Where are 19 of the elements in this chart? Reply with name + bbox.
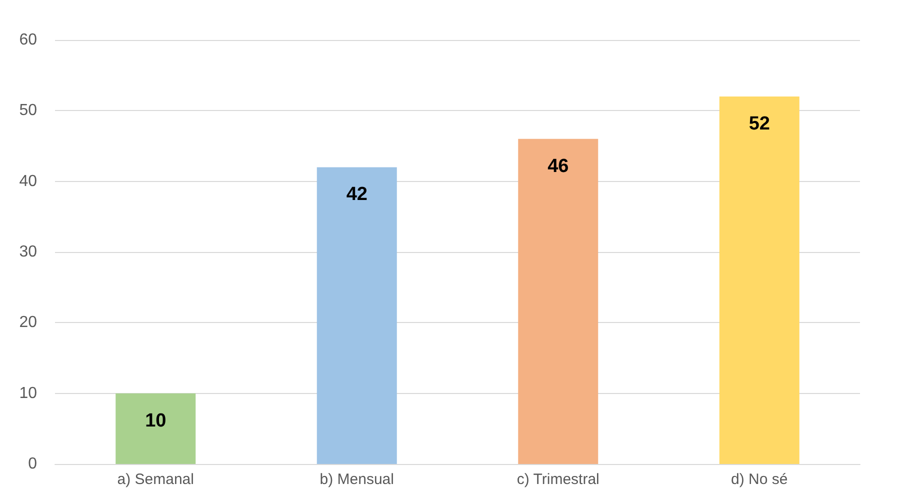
data-label: 42	[346, 184, 368, 206]
data-label: 52	[748, 114, 770, 135]
y-tick-label: 10	[19, 384, 38, 402]
bar	[316, 167, 397, 464]
bar	[719, 96, 800, 464]
data-label: 46	[548, 156, 569, 177]
x-tick-label: a) Semanal	[117, 471, 194, 488]
x-tick-label: b) Mensual	[320, 471, 394, 488]
data-label: 10	[145, 410, 166, 432]
x-tick-label: c) Trimestral	[516, 471, 600, 488]
bar	[116, 393, 196, 464]
y-tick-label: 0	[28, 456, 38, 472]
y-tick-label: 50	[19, 102, 38, 120]
x-tick-label: d) No sé	[731, 471, 788, 488]
y-tick-label: 40	[19, 172, 38, 190]
y-tick-label: 20	[19, 314, 38, 332]
y-tick-label: 30	[19, 244, 38, 260]
y-tick-label: 60	[19, 32, 38, 48]
bar	[518, 138, 598, 464]
